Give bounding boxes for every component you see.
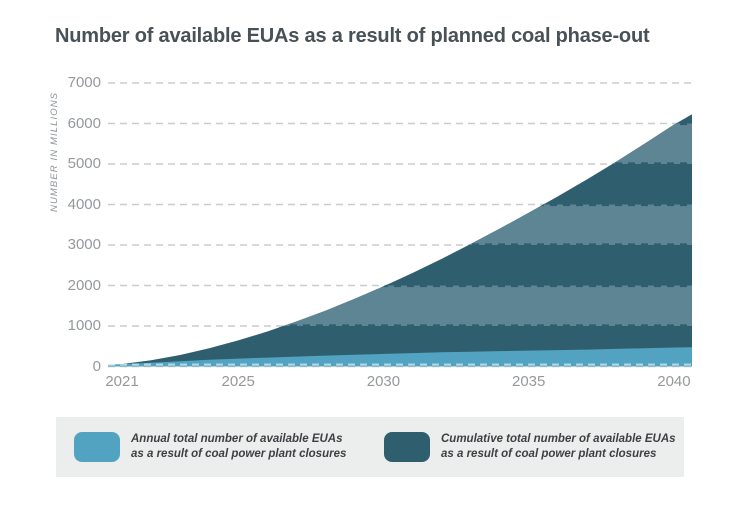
y-tick-label: 7000 <box>67 74 101 91</box>
x-tick-label: 2025 <box>221 373 255 390</box>
annual-series-swatch-icon <box>74 432 120 462</box>
legend: Annual total number of available EUAs as… <box>56 417 684 477</box>
legend-cumulative-line1: Cumulative total number of available EUA… <box>441 433 676 445</box>
x-tick-label: 2035 <box>512 373 546 390</box>
legend-cumulative-line2: as a result of coal power plant closures <box>441 448 657 460</box>
legend-entry-annual: Annual total number of available EUAs as… <box>74 417 346 477</box>
y-axis-title: NUMBER IN MILLIONS <box>49 91 60 212</box>
chart-title: Number of available EUAs as a result of … <box>55 25 650 47</box>
legend-annual-line1: Annual total number of available EUAs <box>131 433 343 445</box>
annual-area <box>108 347 692 367</box>
y-tick-label: 6000 <box>67 114 101 132</box>
y-tick-label: 3000 <box>67 236 101 253</box>
legend-annual-line2: as a result of coal power plant closures <box>131 448 347 460</box>
x-tick-label: 2021 <box>105 373 139 390</box>
y-tick-label: 1000 <box>67 317 101 334</box>
x-tick-label: 2040 <box>657 373 691 390</box>
legend-entry-cumulative-label: Cumulative total number of available EUA… <box>441 432 676 462</box>
cumulative-band-stripes <box>108 121 692 328</box>
x-tick-label: 2030 <box>366 373 401 390</box>
legend-entry-annual-label: Annual total number of available EUAs as… <box>131 432 346 462</box>
y-tick-label: 4000 <box>67 195 101 213</box>
cumulative-series-swatch-icon <box>384 432 430 462</box>
y-tick-label: 2000 <box>67 276 101 294</box>
y-tick-label: 0 <box>92 357 101 375</box>
y-tick-label: 5000 <box>67 155 101 172</box>
legend-entry-cumulative: Cumulative total number of available EUA… <box>384 417 676 477</box>
